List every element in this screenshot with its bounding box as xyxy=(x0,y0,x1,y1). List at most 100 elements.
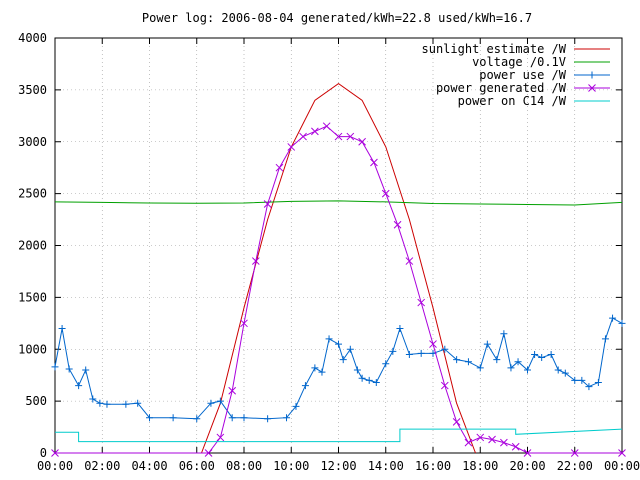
x-tick-label: 08:00 xyxy=(226,459,262,473)
data-point-3 xyxy=(405,257,414,265)
data-point-2 xyxy=(453,356,461,364)
data-point-3 xyxy=(299,132,307,141)
y-tick-label: 1500 xyxy=(18,290,47,304)
data-point-2 xyxy=(441,345,449,353)
data-point-2 xyxy=(58,325,66,332)
axes: 0 500 1000 1500 2000 2500 3000 3500 4000 00:00 02:… xyxy=(18,31,640,473)
data-point-2 xyxy=(531,350,539,358)
x-tick-label: 20:00 xyxy=(509,459,545,473)
data-point-2 xyxy=(585,383,593,391)
data-point-2 xyxy=(538,354,546,362)
x-tick-label: 22:00 xyxy=(557,459,593,473)
x-tick-label: 16:00 xyxy=(415,459,451,473)
y-tick-label: 4000 xyxy=(18,31,47,45)
data-point-2 xyxy=(318,368,326,376)
data-point-2 xyxy=(389,347,397,355)
grid xyxy=(55,38,622,453)
data-point-3 xyxy=(452,418,461,426)
plot-series xyxy=(51,82,626,457)
data-point-2 xyxy=(493,356,501,364)
legend-label: sunlight estimate /W xyxy=(422,42,567,56)
data-point-2 xyxy=(618,319,626,327)
data-point-2 xyxy=(75,382,83,390)
data-point-3 xyxy=(523,449,532,457)
data-point-3 xyxy=(570,449,579,457)
data-point-2 xyxy=(476,364,484,372)
data-point-2 xyxy=(396,325,404,332)
data-point-2 xyxy=(358,374,366,382)
data-point-3 xyxy=(500,438,508,447)
data-point-3 xyxy=(322,122,331,131)
data-point-2 xyxy=(301,382,309,390)
data-point-2 xyxy=(464,358,472,366)
data-point-3 xyxy=(370,158,378,167)
data-point-2 xyxy=(346,345,354,353)
data-point-2 xyxy=(353,366,361,374)
data-point-2 xyxy=(561,369,569,377)
data-point-3 xyxy=(429,340,437,348)
data-point-2 xyxy=(65,365,73,373)
legend-label: power on C14 /W xyxy=(458,94,567,108)
legend-label: voltage /0.1V xyxy=(472,55,566,69)
x-tick-label: 00:00 xyxy=(604,459,640,473)
data-point-2 xyxy=(594,378,602,386)
series-line-1 xyxy=(54,200,623,206)
legend-marker xyxy=(588,84,596,92)
data-point-3 xyxy=(346,132,355,141)
data-point-2 xyxy=(264,415,272,423)
data-point-3 xyxy=(488,435,496,444)
x-tick-label: 04:00 xyxy=(131,459,167,473)
chart-title: Power log: 2006-08-04 generated/kWh=22.8… xyxy=(142,11,532,25)
series-line-0 xyxy=(201,82,476,454)
data-point-2 xyxy=(134,399,142,407)
data-point-2 xyxy=(228,414,236,422)
data-point-3 xyxy=(464,438,473,447)
data-point-2 xyxy=(365,376,373,384)
data-point-3 xyxy=(251,257,260,265)
data-point-3 xyxy=(287,143,296,151)
data-point-2 xyxy=(122,400,130,408)
data-point-2 xyxy=(207,399,215,407)
x-tick-label: 18:00 xyxy=(462,459,498,473)
data-point-2 xyxy=(169,414,177,422)
data-point-3 xyxy=(204,449,213,457)
data-point-2 xyxy=(382,360,390,368)
x-tick-label: 02:00 xyxy=(84,459,120,473)
data-point-2 xyxy=(240,414,248,422)
y-tick-label: 2000 xyxy=(18,239,47,253)
data-point-2 xyxy=(216,397,224,405)
x-tick-label: 12:00 xyxy=(320,459,356,473)
data-point-3 xyxy=(440,381,449,390)
data-point-2 xyxy=(554,366,562,374)
data-point-2 xyxy=(405,350,413,358)
y-tick-label: 3000 xyxy=(18,135,47,149)
data-point-3 xyxy=(275,163,284,172)
data-point-2 xyxy=(507,364,515,372)
data-point-2 xyxy=(483,340,491,348)
legend-label: power generated /W xyxy=(436,81,567,95)
data-point-2 xyxy=(417,349,425,357)
data-point-3 xyxy=(216,433,225,442)
data-point-2 xyxy=(547,350,555,358)
data-point-2 xyxy=(283,414,291,422)
data-point-2 xyxy=(292,402,300,410)
x-tick-label: 10:00 xyxy=(273,459,309,473)
y-tick-label: 3500 xyxy=(18,83,47,97)
x-tick-label: 14:00 xyxy=(368,459,404,473)
data-point-2 xyxy=(193,415,201,423)
data-point-2 xyxy=(82,366,90,374)
data-point-3 xyxy=(417,298,426,307)
data-point-2 xyxy=(514,358,522,366)
data-point-3 xyxy=(358,137,366,146)
data-point-3 xyxy=(393,220,402,229)
data-point-3 xyxy=(511,442,520,451)
x-tick-label: 00:00 xyxy=(37,459,73,473)
data-point-2 xyxy=(339,356,347,364)
data-point-3 xyxy=(476,433,485,442)
legend-label: power use /W xyxy=(479,68,566,82)
y-tick-label: 1000 xyxy=(18,342,47,356)
y-tick-label: 2500 xyxy=(18,187,47,201)
